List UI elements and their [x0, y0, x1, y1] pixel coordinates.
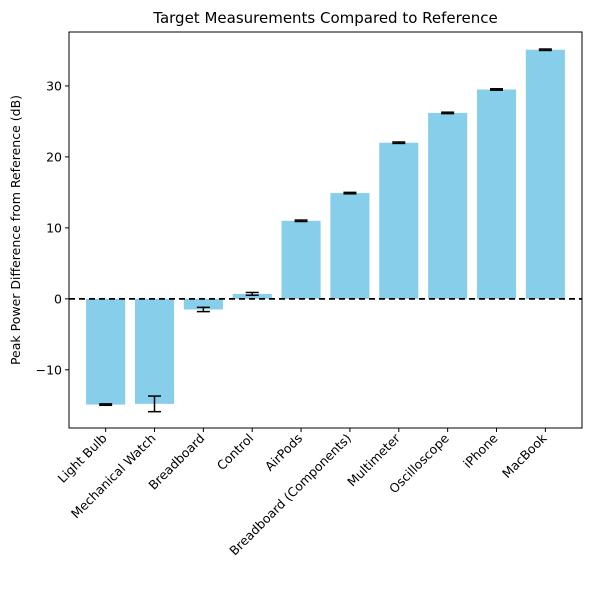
x-tick-label: MacBook	[499, 430, 550, 481]
x-tick-label: Control	[214, 431, 257, 474]
bar	[232, 293, 272, 299]
plot-frame	[68, 31, 583, 429]
bar	[379, 142, 419, 299]
y-axis-label: Peak Power Difference from Reference (dB…	[8, 95, 23, 365]
errorbars-group	[99, 48, 552, 413]
bar	[428, 112, 468, 299]
y-tick-label: 0	[54, 291, 62, 306]
bar	[134, 298, 175, 404]
y-tick-label: 20	[46, 149, 62, 164]
bar	[281, 220, 321, 299]
y-axis: −10 0 10 20 30	[36, 78, 69, 377]
chart-title: Target Measurements Compared to Referenc…	[152, 9, 497, 27]
y-tick-label: −10	[36, 362, 62, 377]
bar	[330, 193, 370, 299]
x-tick-label: Mechanical Watch	[68, 431, 159, 522]
x-tick-label: AirPods	[262, 431, 305, 474]
bar	[525, 49, 565, 299]
bar	[476, 89, 517, 299]
y-tick-label: 30	[46, 78, 62, 93]
bar	[86, 298, 126, 405]
y-tick-label: 10	[46, 220, 62, 235]
bar	[183, 298, 223, 310]
bars-group	[86, 49, 565, 405]
x-tick-label: iPhone	[460, 430, 501, 471]
